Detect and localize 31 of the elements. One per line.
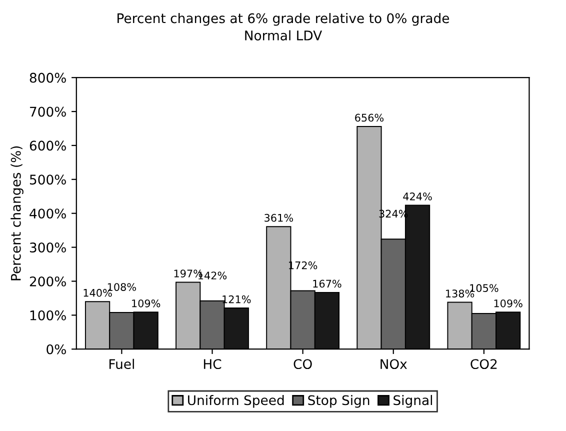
- data-label: 138%: [446, 290, 474, 298]
- data-label: 108%: [108, 283, 136, 291]
- y-axis-title: Percent changes (%): [10, 146, 24, 280]
- data-label: 121%: [222, 295, 251, 304]
- data-label: 424%: [403, 192, 432, 200]
- y-tick-label: 600%: [30, 140, 66, 151]
- legend-label: Uniform Speed: [188, 394, 284, 408]
- data-label: 361%: [264, 214, 293, 222]
- x-tick-label: NOx: [380, 359, 407, 370]
- y-tick-label: 300%: [30, 242, 66, 252]
- data-label: 105%: [470, 284, 498, 292]
- x-tick-label: Fuel: [109, 358, 134, 370]
- chart-subtitle: Normal LDV: [245, 30, 322, 40]
- y-tick-label: 800%: [30, 72, 66, 83]
- legend-label: Stop Sign: [308, 394, 370, 408]
- y-tick-label: 700%: [30, 106, 66, 117]
- y-tick-label: 400%: [30, 208, 66, 219]
- y-tick-label: 500%: [30, 174, 66, 185]
- data-label: 109%: [132, 299, 160, 308]
- data-label: 167%: [313, 280, 342, 288]
- x-tick-label: HC: [204, 359, 222, 370]
- data-label: 109%: [494, 299, 522, 308]
- data-label: 140%: [84, 288, 112, 297]
- x-tick-label: CO2: [470, 359, 497, 370]
- data-label: 656%: [355, 114, 384, 122]
- y-tick-label: 0%: [46, 344, 66, 354]
- y-tick-label: 100%: [30, 310, 66, 320]
- chart-title: Percent changes at 6% grade relative to 0% grade: [118, 13, 450, 26]
- y-tick-label: 200%: [30, 276, 66, 286]
- legend-label: Signal: [394, 394, 432, 408]
- x-tick-label: CO: [294, 359, 312, 370]
